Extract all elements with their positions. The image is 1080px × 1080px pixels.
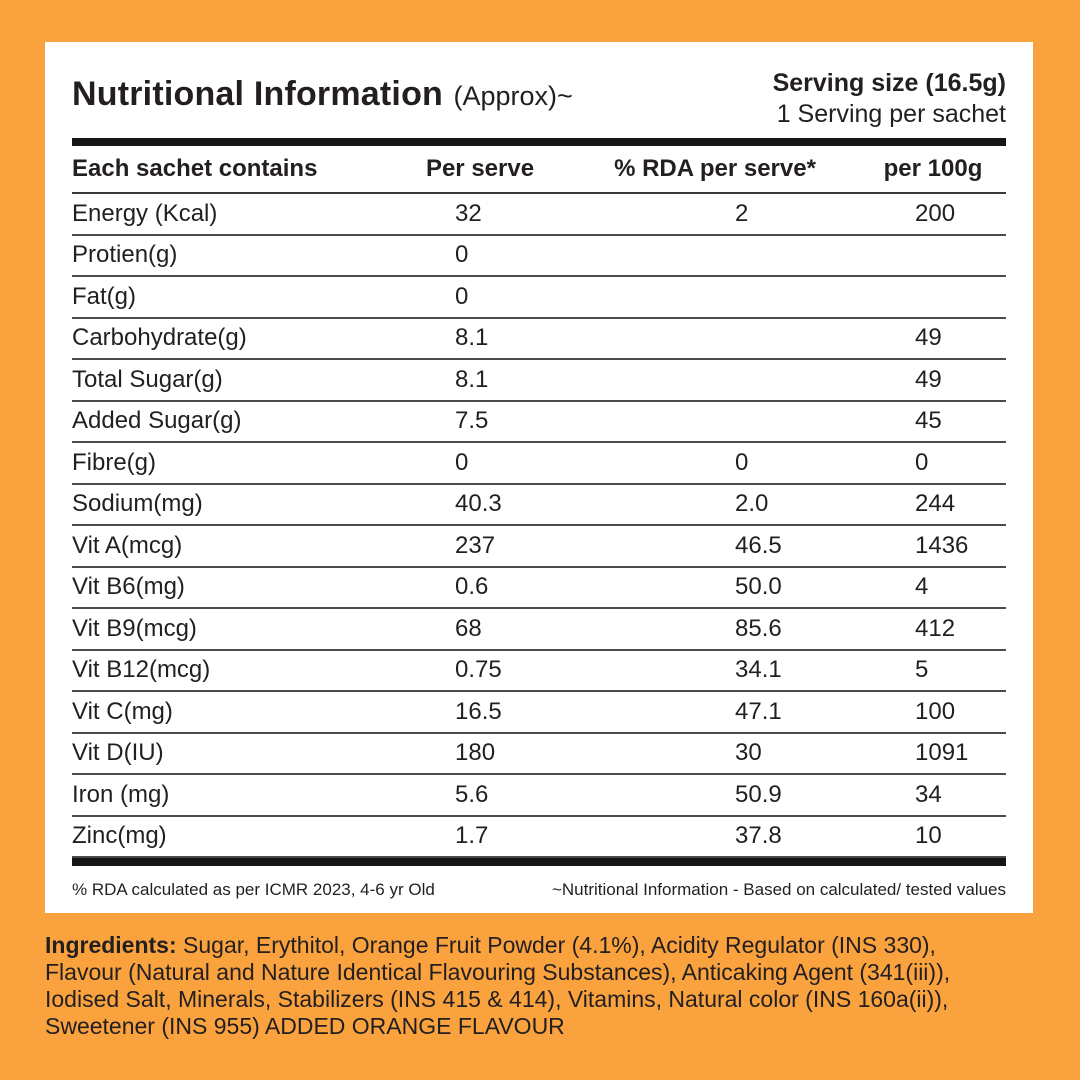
per-serve-value: 8.1	[455, 324, 489, 352]
footnote-values: ~Nutritional Information - Based on calc…	[551, 880, 1006, 899]
nutrition-card: Nutritional Information (Approx)~ Servin…	[45, 42, 1033, 913]
rda-value: 46.5	[735, 531, 782, 559]
table-row: Vit A(mcg) 237 46.5 1436	[72, 526, 1006, 568]
table-row: Sodium(mg) 40.3 2.0 244	[72, 485, 1006, 526]
per-serve-value: 8.1	[455, 365, 489, 393]
per-serve-value: 0.6	[455, 573, 489, 601]
column-header-per-100g: per 100g	[883, 155, 983, 182]
rda-value: 0	[735, 448, 749, 476]
rda-value: 2.0	[735, 490, 769, 518]
per-100g-value: 49	[915, 365, 942, 393]
nutrient-label: Vit B9(mcg)	[72, 614, 197, 642]
ingredients-paragraph: Ingredients: Sugar, Erythitol, Orange Fr…	[45, 932, 1007, 1040]
per-serve-value: 180	[455, 739, 496, 767]
per-serve-value: 0	[455, 282, 469, 310]
table-row: Fat(g) 0	[72, 277, 1006, 319]
card-header: Nutritional Information (Approx)~ Servin…	[72, 42, 1006, 138]
nutrient-label: Fibre(g)	[72, 448, 157, 476]
nutrient-label: Sodium(mg)	[72, 490, 203, 518]
per-100g-value: 0	[915, 448, 929, 476]
per-100g-value: 4	[915, 573, 929, 601]
table-row: Carbohydrate(g) 8.1 49	[72, 319, 1006, 360]
per-serve-value: 237	[455, 531, 496, 559]
serving-size-text: Serving size (16.5g)	[772, 69, 1006, 97]
column-header-per-serve: Per serve	[425, 155, 535, 182]
per-100g-value: 100	[915, 697, 956, 725]
page-title: Nutritional Information (Approx)~	[72, 68, 573, 114]
column-header-sachet: Each sachet contains	[72, 155, 318, 182]
per-serve-value: 0	[455, 448, 469, 476]
nutrient-label: Iron (mg)	[72, 780, 170, 808]
nutrition-title-suffix: (Approx)~	[453, 81, 573, 111]
rda-value: 47.1	[735, 697, 782, 725]
per-100g-value: 34	[915, 780, 942, 808]
table-top-rule	[72, 138, 1006, 146]
table-row: Vit B12(mcg) 0.75 34.1 5	[72, 651, 1006, 692]
table-row: Vit C(mg) 16.5 47.1 100	[72, 692, 1006, 734]
per-100g-value: 10	[915, 822, 942, 850]
table-row: Protien(g) 0	[72, 236, 1006, 277]
table-row: Fibre(g) 0 0 0	[72, 443, 1006, 485]
table-header-row: Each sachet contains Per serve % RDA per…	[72, 146, 1006, 194]
rda-value: 2	[735, 199, 749, 227]
serving-count-text: 1 Serving per sachet	[776, 100, 1006, 128]
serving-info: Serving size (16.5g) 1 Serving per sache…	[773, 68, 1006, 130]
nutrient-label: Vit C(mg)	[72, 697, 173, 725]
footnote-rda: % RDA calculated as per ICMR 2023, 4-6 y…	[72, 880, 435, 899]
rda-value: 50.9	[735, 780, 782, 808]
per-serve-value: 40.3	[455, 490, 502, 518]
rda-value: 30	[735, 739, 762, 767]
table-row: Iron (mg) 5.6 50.9 34	[72, 775, 1006, 817]
nutrient-label: Total Sugar(g)	[72, 365, 223, 393]
rda-value: 34.1	[735, 656, 782, 684]
per-100g-value: 49	[915, 324, 942, 352]
per-serve-value: 0	[455, 241, 469, 269]
rda-value: 85.6	[735, 614, 782, 642]
nutrition-title: Nutritional Information	[72, 75, 444, 113]
per-100g-value: 5	[915, 656, 929, 684]
nutrient-label: Vit B12(mcg)	[72, 656, 211, 684]
per-serve-value: 68	[455, 614, 482, 642]
nutrient-label: Carbohydrate(g)	[72, 324, 247, 352]
per-100g-value: 45	[915, 407, 942, 435]
per-100g-value: 244	[915, 490, 956, 518]
table-row: Added Sugar(g) 7.5 45	[72, 402, 1006, 443]
per-serve-value: 32	[455, 199, 482, 227]
per-100g-value: 1091	[915, 739, 969, 767]
nutrient-label: Zinc(mg)	[72, 822, 167, 850]
table-row: Vit B9(mcg) 68 85.6 412	[72, 609, 1006, 651]
nutrient-label: Vit A(mcg)	[72, 531, 183, 559]
column-header-rda: % RDA per serve*	[614, 155, 816, 182]
footnotes: % RDA calculated as per ICMR 2023, 4-6 y…	[72, 880, 1006, 900]
nutrient-label: Added Sugar(g)	[72, 407, 242, 435]
per-100g-value: 1436	[915, 531, 969, 559]
table-row: Total Sugar(g) 8.1 49	[72, 360, 1006, 402]
rda-value: 37.8	[735, 822, 782, 850]
table-bottom-rule	[72, 858, 1006, 866]
table-row: Zinc(mg) 1.7 37.8 10	[72, 817, 1006, 858]
per-100g-value: 200	[915, 199, 956, 227]
table-row: Vit D(IU) 180 30 1091	[72, 734, 1006, 775]
table-row: Vit B6(mg) 0.6 50.0 4	[72, 568, 1006, 609]
per-serve-value: 0.75	[455, 656, 502, 684]
nutrient-label: Vit B6(mg)	[72, 573, 185, 601]
nutrient-label: Protien(g)	[72, 241, 178, 269]
per-100g-value: 412	[915, 614, 956, 642]
nutrient-label: Energy (Kcal)	[72, 199, 218, 227]
ingredients-text: Sugar, Erythitol, Orange Fruit Powder (4…	[45, 932, 951, 1039]
ingredients-label: Ingredients:	[45, 932, 177, 958]
per-serve-value: 7.5	[455, 407, 489, 435]
nutrient-label: Fat(g)	[72, 282, 137, 310]
table-row: Energy (Kcal) 32 2 200	[72, 194, 1006, 236]
per-serve-value: 5.6	[455, 780, 489, 808]
per-serve-value: 1.7	[455, 822, 489, 850]
rda-value: 50.0	[735, 573, 782, 601]
per-serve-value: 16.5	[455, 697, 502, 725]
nutrient-label: Vit D(IU)	[72, 739, 164, 767]
